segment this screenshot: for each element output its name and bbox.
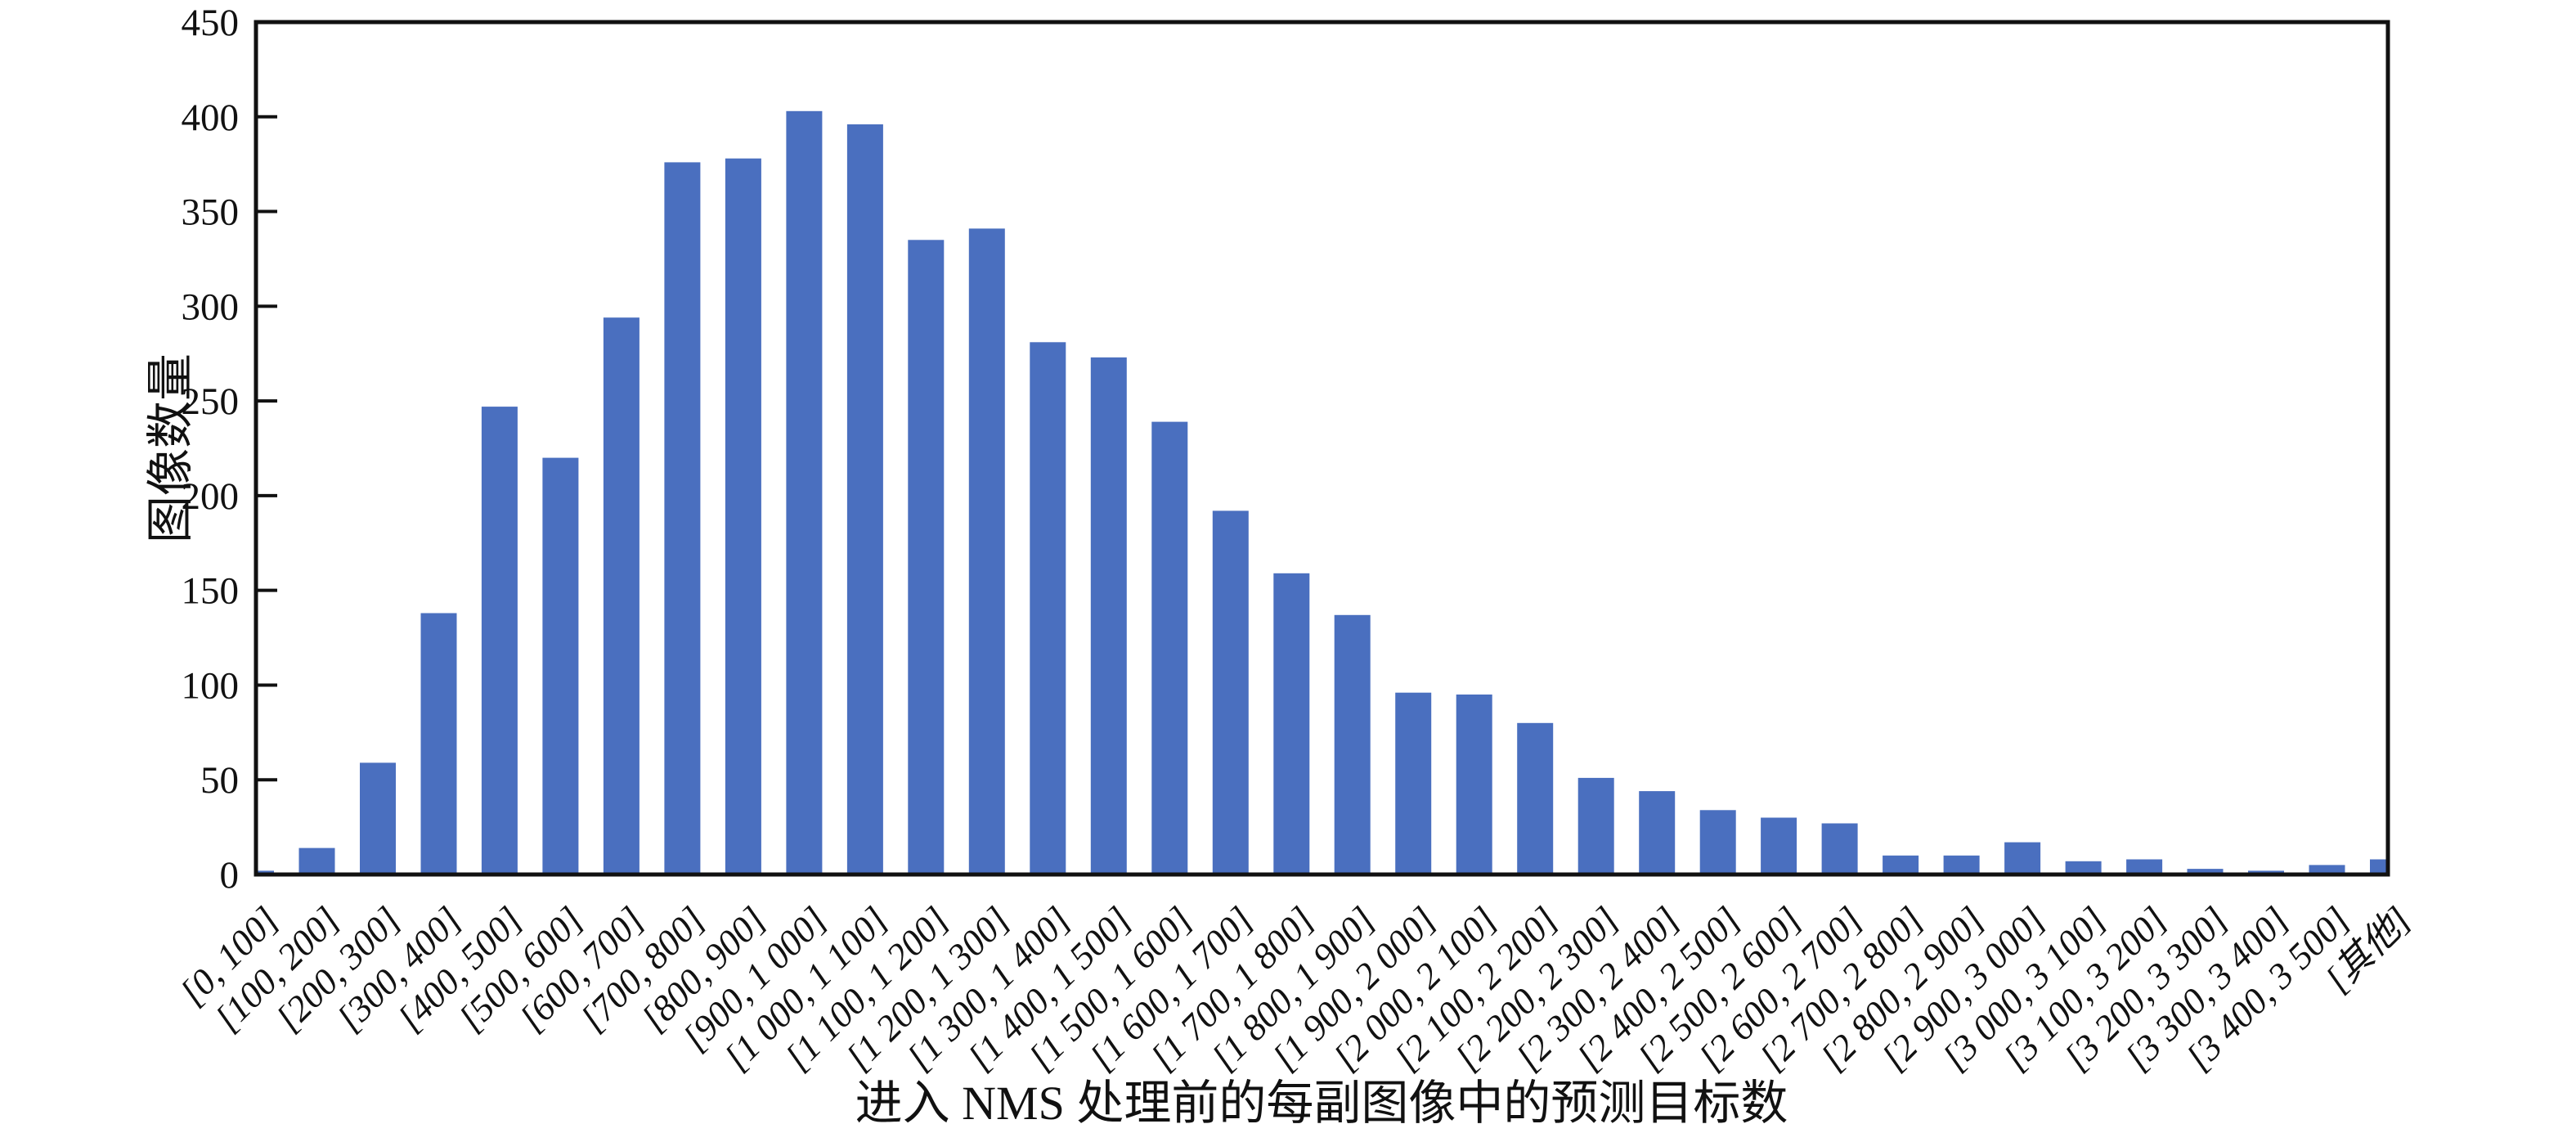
bar — [1212, 510, 1249, 874]
bar — [2004, 842, 2041, 874]
bar — [1699, 810, 1736, 874]
bar — [1334, 614, 1371, 874]
y-tick-label: 450 — [182, 2, 240, 44]
x-axis-tick-labels: [0, 100][100, 200][200, 300][300, 400][4… — [172, 899, 2418, 1078]
bars-layer — [256, 110, 2388, 874]
bar — [1639, 791, 1676, 874]
bar — [1821, 823, 1858, 874]
bar — [1883, 855, 1919, 874]
y-tick-label: 50 — [200, 759, 239, 802]
bar — [1090, 357, 1127, 874]
bar — [968, 228, 1005, 874]
y-tick-label: 0 — [220, 854, 240, 897]
bar — [542, 457, 579, 874]
bar — [420, 613, 457, 874]
bar — [603, 317, 640, 874]
y-tick-label: 150 — [182, 570, 240, 613]
bar — [2065, 861, 2102, 874]
bar — [1943, 855, 1980, 874]
x-axis-title: 进入 NMS 处理前的每副图像中的预测目标数 — [855, 1077, 1788, 1130]
y-axis-tick-labels: 0 50 100 150 200 250 300 350 400 450 — [182, 2, 240, 897]
bar — [664, 162, 701, 874]
y-tick-label: 300 — [182, 285, 240, 328]
bar — [1577, 777, 1614, 874]
bar — [1151, 421, 1188, 874]
bar — [1517, 722, 1554, 874]
bar — [1395, 692, 1432, 874]
bar — [481, 407, 518, 874]
bar — [1761, 817, 1797, 874]
bar — [2370, 859, 2388, 874]
plot-border — [254, 20, 2390, 877]
bar — [1030, 342, 1066, 874]
bar — [1456, 695, 1492, 874]
bar — [786, 110, 823, 874]
bar — [2187, 869, 2224, 874]
y-tick-label: 350 — [182, 191, 240, 234]
bar — [846, 124, 883, 874]
y-tick-label: 400 — [182, 97, 240, 139]
y-tick-label: 100 — [182, 664, 240, 707]
bar — [725, 158, 761, 874]
bar — [2126, 859, 2163, 874]
y-tick-label: 200 — [182, 475, 240, 518]
bar — [1273, 573, 1310, 874]
y-axis-ticks — [256, 20, 277, 876]
y-tick-label: 250 — [182, 380, 240, 423]
bar — [360, 762, 396, 874]
bar — [2309, 865, 2345, 874]
bar — [908, 240, 945, 874]
y-axis-title: 图像数量 — [144, 353, 197, 543]
bar — [298, 848, 335, 874]
